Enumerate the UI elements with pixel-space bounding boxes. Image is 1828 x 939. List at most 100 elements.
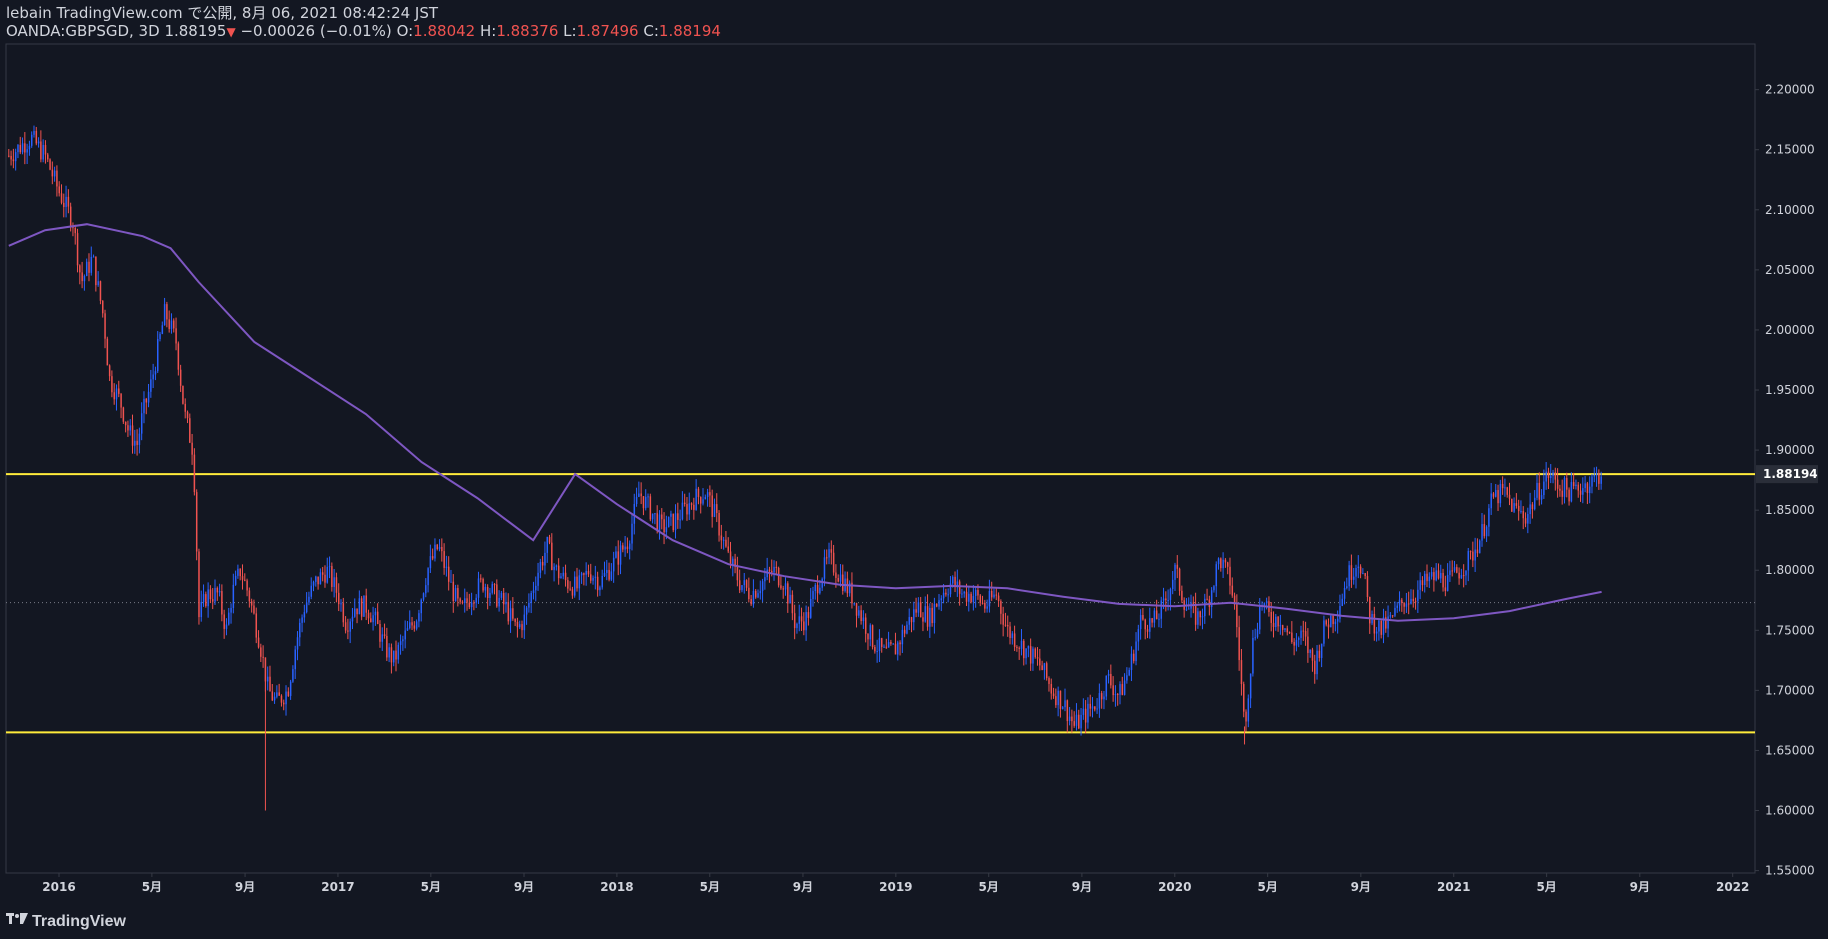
- candle-body-389: [899, 642, 901, 645]
- candle-body-269: [624, 546, 626, 550]
- candle-body-211: [491, 584, 494, 593]
- candle-body-647: [1490, 493, 1492, 509]
- candle-body-295: [683, 502, 686, 505]
- candle-body-640: [1474, 549, 1476, 561]
- candle-body-275: [638, 493, 640, 497]
- candle-body-14: [40, 141, 42, 160]
- candle-body-143: [335, 577, 338, 593]
- candle-body-667: [1536, 482, 1538, 498]
- candle-body-623: [1435, 570, 1437, 581]
- candle-body-552: [1272, 622, 1275, 628]
- candle-body-565: [1302, 630, 1305, 632]
- candle-body-257: [596, 576, 599, 591]
- candle-body-107: [253, 605, 255, 614]
- candle-body-559: [1288, 632, 1291, 634]
- candle-body-271: [628, 543, 631, 550]
- candle-body-394: [910, 617, 913, 623]
- candle-body-307: [711, 495, 713, 517]
- candle-body-48: [118, 388, 120, 394]
- candle-body-285: [661, 514, 663, 520]
- candle-body-153: [358, 598, 361, 615]
- candle-body-290: [672, 513, 675, 531]
- candle-body-526: [1213, 586, 1215, 591]
- candle-body-672: [1547, 471, 1550, 479]
- candle-body-43: [106, 338, 109, 366]
- candle-body-593: [1366, 576, 1369, 597]
- x-tick-label-3: 2017: [321, 880, 354, 894]
- candle-body-223: [519, 624, 521, 628]
- candle-body-634: [1460, 575, 1463, 579]
- candle-body-104: [246, 580, 248, 591]
- symbol-info-line: OANDA:GBPSGD, 3D 1.88195▼ −0.00026 (−0.0…: [6, 22, 721, 41]
- candle-body-58: [140, 413, 143, 434]
- candle-body-631: [1453, 567, 1456, 571]
- candle-body-465: [1073, 721, 1075, 726]
- candle-body-409: [945, 592, 947, 595]
- candle-body-329: [761, 581, 764, 591]
- candle-body-46: [113, 392, 115, 400]
- candle-body-620: [1428, 576, 1431, 582]
- candle-body-374: [864, 617, 867, 634]
- candle-body-167: [390, 647, 393, 663]
- candle-body-348: [805, 612, 807, 631]
- candle-body-609: [1403, 602, 1405, 607]
- candle-body-427: [986, 606, 988, 609]
- candle-body-294: [681, 502, 684, 520]
- candle-body-613: [1412, 598, 1415, 602]
- candle-body-658: [1515, 503, 1518, 506]
- candle-body-49: [120, 393, 122, 408]
- candle-body-671: [1545, 471, 1547, 482]
- candle-body-430: [993, 594, 995, 598]
- candle-body-229: [532, 590, 535, 594]
- candle-body-367: [848, 582, 851, 594]
- candle-body-250: [580, 573, 583, 576]
- candle-body-303: [702, 499, 704, 504]
- candle-body-60: [145, 398, 148, 403]
- candle-body-214: [498, 597, 500, 607]
- candle-body-161: [376, 611, 379, 625]
- x-tick-label-0: 2016: [42, 880, 75, 894]
- candle-body-668: [1538, 482, 1541, 500]
- candle-body-689: [1586, 483, 1589, 494]
- candle-body-320: [741, 585, 743, 591]
- candle-body-543: [1252, 637, 1254, 674]
- candle-body-407: [940, 598, 943, 601]
- candle-body-292: [677, 513, 679, 520]
- candle-body-400: [924, 606, 927, 622]
- candle-body-169: [395, 650, 397, 660]
- candle-body-442: [1020, 640, 1023, 649]
- candle-body-438: [1011, 633, 1014, 638]
- candle-body-17: [47, 154, 49, 160]
- candle-body-646: [1488, 508, 1490, 527]
- candle-body-258: [599, 587, 601, 591]
- candle-body-692: [1593, 475, 1596, 477]
- candle-body-114: [269, 676, 271, 692]
- candle-body-382: [883, 646, 885, 648]
- candle-body-457: [1055, 696, 1057, 706]
- candle-body-483: [1114, 693, 1117, 696]
- candle-body-655: [1508, 494, 1511, 499]
- candle-body-460: [1062, 707, 1064, 709]
- candle-body-486: [1121, 684, 1124, 695]
- candle-body-175: [409, 622, 411, 629]
- candle-body-316: [732, 558, 734, 566]
- candle-body-142: [333, 577, 335, 587]
- close-value: 1.88194: [658, 22, 721, 40]
- candle-body-582: [1341, 598, 1344, 607]
- candle-body-356: [823, 557, 826, 579]
- candle-body-106: [250, 601, 253, 606]
- candle-body-126: [296, 637, 299, 650]
- candle-body-29: [74, 227, 77, 234]
- candle-body-94: [223, 614, 225, 629]
- candle-body-245: [569, 588, 571, 590]
- candle-body-542: [1249, 673, 1252, 699]
- candle-body-61: [147, 391, 150, 403]
- tradingview-logo[interactable]: TradingView: [6, 912, 126, 931]
- candle-body-461: [1064, 700, 1066, 708]
- candle-body-311: [720, 535, 723, 541]
- candle-body-360: [832, 552, 835, 573]
- candle-body-456: [1052, 693, 1055, 697]
- candle-body-694: [1598, 473, 1600, 484]
